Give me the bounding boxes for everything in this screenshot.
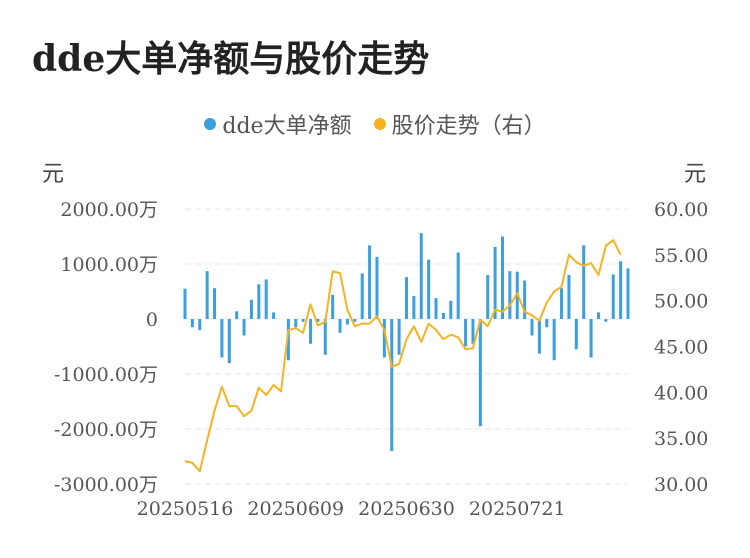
- right-axis-unit: 元: [684, 162, 707, 187]
- chart-title: dde大单净额与股价走势: [32, 38, 430, 80]
- bar: [183, 288, 187, 319]
- bar: [493, 246, 497, 319]
- bar: [486, 275, 490, 319]
- legend-marker-dde: [204, 118, 217, 130]
- left-tick-label: 2000.00万: [60, 199, 158, 221]
- left-tick-label: 0: [146, 309, 158, 331]
- legend-marker-price: [373, 118, 386, 130]
- bar: [523, 280, 527, 319]
- bar: [552, 319, 556, 361]
- bar: [213, 288, 217, 319]
- bar: [419, 233, 423, 319]
- right-tick-label: 55.00: [654, 245, 708, 267]
- bar: [626, 268, 630, 319]
- bar: [235, 311, 239, 319]
- bar: [294, 319, 298, 328]
- bar: [471, 319, 475, 344]
- bar: [530, 319, 534, 336]
- line-series-price: [184, 239, 622, 473]
- bar: [264, 279, 268, 319]
- right-tick-label: 35.00: [654, 428, 708, 450]
- left-tick-label: 1000.00万: [60, 254, 158, 276]
- legend: dde大单净额 股价走势（右）: [0, 108, 750, 140]
- x-tick-label: 20250609: [247, 498, 344, 520]
- bar: [331, 294, 335, 319]
- bar: [382, 319, 386, 358]
- right-tick-label: 45.00: [654, 337, 708, 359]
- bar: [611, 274, 615, 319]
- bar: [619, 261, 623, 319]
- legend-label-price: 股价走势（右）: [391, 114, 546, 139]
- left-axis-ticks: 2000.00万 1000.00万 0 -1000.00万 -2000.00万 -3000…: [54, 199, 158, 496]
- bar: [368, 245, 372, 319]
- bar: [309, 319, 313, 344]
- bar: [190, 319, 194, 328]
- bar: [257, 284, 261, 319]
- bar: [390, 319, 394, 451]
- legend-item-dde[interactable]: dde大单净额: [204, 108, 352, 140]
- gridlines: [185, 208, 628, 485]
- left-tick-label: -1000.00万: [54, 364, 158, 386]
- bar: [205, 271, 209, 319]
- bar: [434, 298, 438, 319]
- bar: [500, 236, 504, 319]
- bar: [397, 319, 401, 355]
- bar: [464, 319, 468, 347]
- right-axis-ticks: 60.00 55.00 50.00 45.00 40.00 35.00 30.00: [654, 199, 708, 496]
- bar: [478, 319, 482, 427]
- price-line: [184, 239, 622, 473]
- right-tick-label: 60.00: [654, 199, 708, 221]
- bar: [405, 277, 408, 319]
- bar: [412, 295, 416, 319]
- bar: [604, 319, 608, 322]
- bar: [456, 252, 460, 319]
- bar: [345, 319, 349, 325]
- right-tick-label: 30.00: [654, 474, 708, 496]
- x-axis-ticks: 20250516 20250609 20250630 20250721: [137, 498, 566, 520]
- right-tick-label: 40.00: [654, 382, 708, 404]
- bar: [441, 312, 445, 319]
- bar-series-dde: [183, 233, 630, 451]
- bar: [338, 319, 342, 333]
- x-tick-label: 20250516: [137, 498, 234, 520]
- x-tick-label: 20250721: [469, 498, 566, 520]
- bar: [375, 256, 379, 319]
- bar: [198, 319, 202, 330]
- bar: [427, 259, 431, 319]
- bar: [272, 312, 276, 319]
- bar: [316, 319, 320, 322]
- bar: [508, 271, 512, 319]
- bar: [249, 299, 253, 319]
- x-tick-label: 20250630: [358, 498, 455, 520]
- right-tick-label: 50.00: [654, 291, 708, 313]
- bar: [449, 300, 453, 319]
- bar: [582, 245, 586, 319]
- bar: [301, 319, 305, 322]
- left-tick-label: -3000.00万: [54, 474, 158, 496]
- bar: [560, 288, 564, 319]
- left-tick-label: -2000.00万: [54, 419, 158, 441]
- bar: [574, 319, 578, 350]
- left-axis-unit: 元: [42, 162, 65, 187]
- legend-item-price[interactable]: 股价走势（右）: [373, 108, 546, 140]
- bar: [589, 319, 593, 358]
- bar: [545, 319, 549, 328]
- bar: [220, 319, 224, 358]
- bar: [286, 319, 290, 361]
- bar: [360, 273, 364, 319]
- bar: [353, 319, 357, 322]
- bar: [323, 319, 327, 355]
- bar: [596, 312, 600, 319]
- bar: [567, 275, 571, 319]
- legend-label-dde: dde大单净额: [222, 114, 352, 139]
- bar: [227, 319, 231, 363]
- bar: [537, 319, 541, 354]
- bar: [242, 319, 246, 336]
